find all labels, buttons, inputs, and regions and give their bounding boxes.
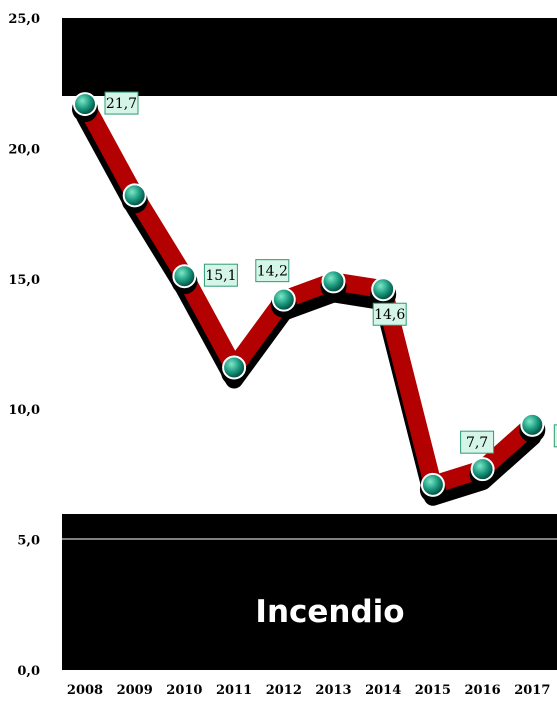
y-tick-label: 0,0 xyxy=(17,664,40,679)
x-axis: 2008 2009 2010 2011 2012 2013 2014 2015 2016 2017 xyxy=(67,683,550,698)
data-label: 7,7 xyxy=(466,435,488,451)
data-label-box xyxy=(203,263,238,287)
data-point xyxy=(321,269,346,294)
y-axis: 0,0 5,0 10,0 15,0 20,0 25,0 xyxy=(8,12,40,679)
data-point xyxy=(420,472,445,497)
data-label-box xyxy=(460,430,495,454)
chart-title: Incendio xyxy=(255,594,404,630)
data-label: 14,2 xyxy=(257,264,288,280)
y-tick-label: 25,0 xyxy=(8,12,40,27)
data-point xyxy=(371,277,396,302)
data-label-box xyxy=(372,302,407,326)
data-label: 15,1 xyxy=(205,268,236,284)
series-1 xyxy=(72,92,546,506)
x-tick-label: 2017 xyxy=(514,683,550,698)
x-tick-label: 2015 xyxy=(415,683,451,698)
data-label: 21,7 xyxy=(106,96,137,112)
y-tick-label: 10,0 xyxy=(8,403,40,418)
x-tick-label: 2016 xyxy=(465,683,501,698)
data-label: 14,6 xyxy=(374,307,405,323)
x-tick-label: 2011 xyxy=(216,683,252,698)
y-tick-label: 15,0 xyxy=(8,273,40,288)
y-tick-label: 20,0 xyxy=(8,142,40,157)
data-point xyxy=(520,412,545,437)
data-point xyxy=(73,92,97,117)
data-point xyxy=(470,457,495,482)
series-line xyxy=(76,95,542,494)
data-point xyxy=(122,183,147,208)
x-tick-label: 2014 xyxy=(365,683,401,698)
data-point xyxy=(172,264,197,289)
x-tick-label: 2009 xyxy=(117,683,153,698)
data-point xyxy=(222,355,247,380)
x-tick-label: 2012 xyxy=(266,683,302,698)
x-tick-label: 2010 xyxy=(166,683,202,698)
data-label-box xyxy=(553,424,557,448)
x-tick-label: 2008 xyxy=(67,683,103,698)
data-labels: 21,715,114,214,67,79,4 xyxy=(104,91,557,454)
data-point xyxy=(271,287,296,312)
x-tick-label: 2013 xyxy=(315,683,351,698)
data-label-box xyxy=(255,259,290,283)
data-label-box xyxy=(104,91,139,115)
y-tick-label: 5,0 xyxy=(17,534,40,549)
